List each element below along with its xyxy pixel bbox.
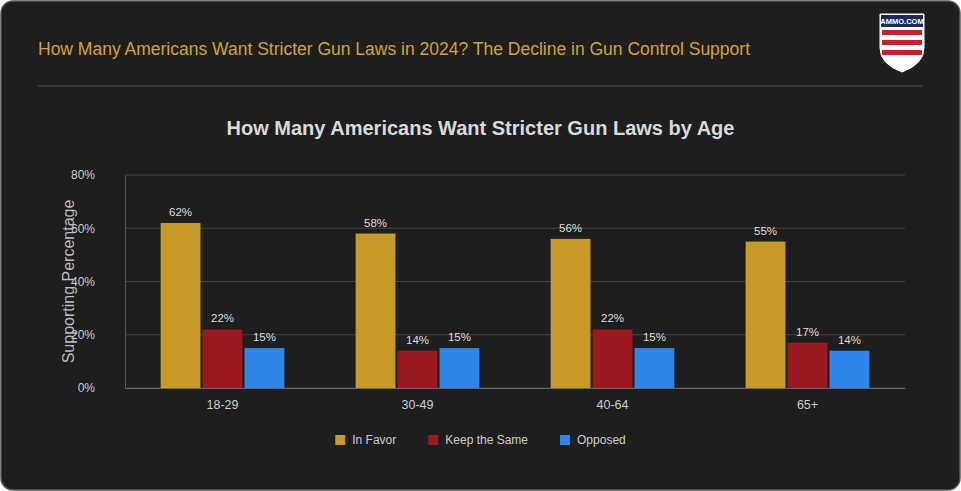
bar — [788, 343, 828, 388]
data-label: 15% — [448, 331, 471, 343]
data-label: 62% — [169, 206, 192, 218]
bar — [203, 329, 243, 388]
grid-line — [125, 281, 905, 282]
y-tick: 40% — [71, 275, 125, 289]
y-tick-label: 0% — [78, 381, 96, 395]
bar — [551, 239, 591, 388]
x-tick: 40-64 — [597, 388, 629, 412]
y-tick: 20% — [71, 328, 125, 342]
legend-item: In Favor — [335, 433, 396, 447]
logo-stripe — [882, 30, 922, 35]
y-tick: 60% — [71, 222, 125, 236]
x-tick: 18-29 — [207, 388, 239, 412]
logo: AMMO.COM — [880, 14, 924, 72]
legend-label: In Favor — [352, 433, 396, 447]
y-tick-label: 80% — [71, 168, 95, 182]
chart-title: How Many Americans Want Stricter Gun Law… — [227, 117, 735, 139]
page-title: How Many Americans Want Stricter Gun Law… — [38, 39, 750, 59]
header-divider — [38, 86, 923, 87]
y-tick: 80% — [71, 168, 125, 182]
x-tick-label: 40-64 — [597, 398, 629, 412]
logo-band — [881, 15, 923, 27]
x-tick-label: 65+ — [797, 398, 818, 412]
legend-swatch — [560, 435, 570, 445]
bar — [830, 351, 870, 388]
legend-swatch — [428, 435, 438, 445]
legend-label: Keep the Same — [445, 433, 528, 447]
bar — [746, 242, 786, 388]
legend-swatch — [335, 435, 345, 445]
data-label: 15% — [643, 331, 666, 343]
legend-item: Keep the Same — [428, 433, 528, 447]
bar — [593, 329, 633, 388]
data-label: 22% — [601, 312, 624, 324]
bar — [356, 234, 396, 388]
y-tick: 0% — [78, 381, 125, 395]
legend: In Favor Keep the Same Opposed — [335, 433, 625, 447]
y-axis: 0% 20% 40% 60% 80% — [71, 168, 126, 395]
data-label: 17% — [796, 326, 819, 338]
data-label: 22% — [211, 312, 234, 324]
legend-label: Opposed — [577, 433, 626, 447]
x-axis: 18-29 30-49 40-64 65+ — [126, 388, 906, 412]
bar — [245, 348, 285, 388]
legend-item: Opposed — [560, 433, 626, 447]
grid — [125, 175, 905, 388]
bars — [161, 223, 870, 388]
chart-root: How Many Americans Want Stricter Gun Law… — [0, 0, 961, 491]
logo-text: AMMO.COM — [880, 17, 923, 26]
card-background — [1, 1, 960, 490]
logo-shield — [880, 14, 924, 72]
data-label: 14% — [838, 334, 861, 346]
data-label: 15% — [253, 331, 276, 343]
logo-stripe — [882, 50, 922, 55]
x-axis-line — [126, 388, 906, 389]
data-labels: 62% 58% 56% 55% 22% 14% 22% 17% 15% 15% 15% 14% — [169, 206, 861, 346]
bar — [440, 348, 480, 388]
data-label: 14% — [406, 334, 429, 346]
bar — [635, 348, 675, 388]
grid-line — [125, 228, 905, 229]
x-tick: 65+ — [797, 388, 818, 412]
bar — [398, 351, 438, 388]
data-label: 58% — [364, 217, 387, 229]
x-tick-label: 30-49 — [402, 398, 434, 412]
y-axis-title: Supporting Percentage — [60, 200, 77, 364]
data-label: 56% — [559, 222, 582, 234]
x-tick: 30-49 — [402, 388, 434, 412]
logo-stripe — [882, 40, 922, 45]
data-label: 55% — [754, 225, 777, 237]
y-axis-line — [125, 176, 126, 389]
bar — [161, 223, 201, 388]
grid-line — [125, 175, 905, 176]
plot-area: 0% 20% 40% 60% 80% 18-29 30-49 40-64 65+ 62% 58% 56… — [71, 168, 906, 412]
x-tick-label: 18-29 — [207, 398, 239, 412]
